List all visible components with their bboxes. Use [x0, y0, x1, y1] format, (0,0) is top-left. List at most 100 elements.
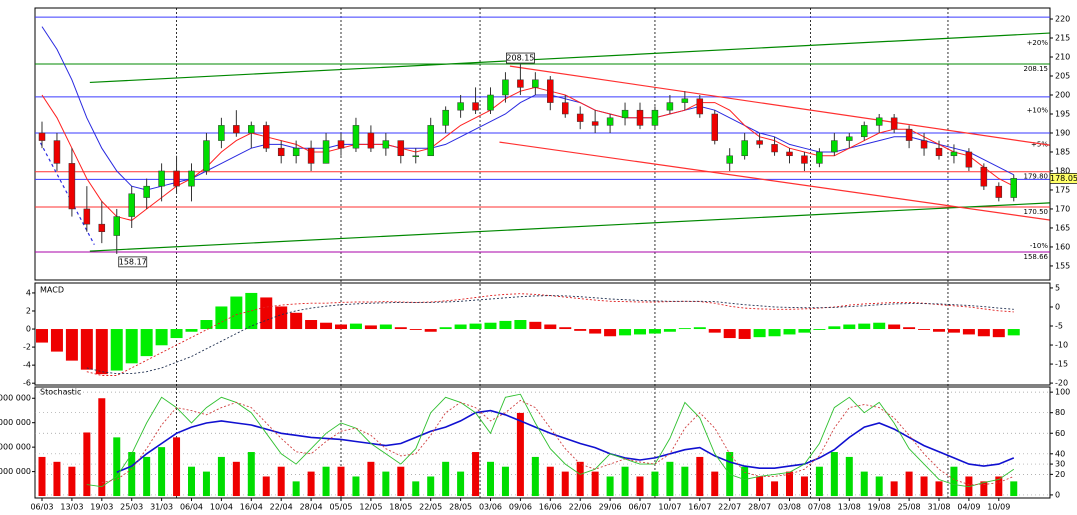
y-tick-label: 0 — [1055, 302, 1060, 311]
y-tick-label: 215 — [1055, 34, 1070, 43]
x-tick-label: 28/07 — [748, 503, 771, 512]
volume-bar — [352, 476, 360, 497]
y-tick-label: -6 — [23, 379, 31, 388]
x-tick-label: 22/04 — [270, 503, 293, 512]
histogram-bar — [544, 324, 557, 330]
stochastic-line — [86, 393, 1015, 488]
histogram-bar — [783, 329, 796, 335]
histogram-bar — [738, 329, 751, 339]
candle-body — [726, 155, 733, 164]
volume-bar — [98, 398, 106, 497]
histogram-bar — [992, 329, 1005, 338]
candle-body — [1010, 178, 1017, 198]
volume-bar — [711, 471, 719, 497]
candle-body — [53, 140, 61, 164]
volume-bar — [561, 471, 569, 497]
candle-body — [218, 125, 225, 141]
volume-bar — [905, 471, 913, 497]
volume-bar — [501, 466, 509, 497]
y-tick-label: 20 — [1055, 470, 1065, 479]
y-tick-label: 0 — [1055, 490, 1060, 499]
histogram-bar — [962, 329, 975, 335]
volume-bar — [262, 476, 270, 497]
x-tick-label: 04/09 — [957, 503, 980, 512]
y-tick-label: 220 — [1055, 15, 1070, 24]
candle-body — [741, 140, 748, 157]
y-tick-label: 2 — [26, 306, 31, 315]
level-label: 208.15 — [1024, 65, 1049, 73]
histogram-bar — [275, 306, 288, 330]
y-tick-label: 155 — [1055, 261, 1070, 270]
volume-bar — [38, 456, 46, 497]
x-tick-label: 07/08 — [808, 503, 831, 512]
histogram-bar — [484, 322, 497, 330]
histogram-bar — [663, 329, 676, 332]
percent-label: +20% — [1027, 39, 1049, 47]
candle-body — [502, 79, 509, 96]
candle-body — [651, 109, 659, 126]
volume-bar — [247, 452, 255, 497]
candle-body — [681, 98, 689, 103]
y-tick-label: 175 — [1055, 185, 1070, 194]
volume-bar — [337, 466, 345, 497]
panel-title: MACD — [40, 286, 64, 295]
x-tick-label: 22/06 — [569, 503, 592, 512]
volume-bar — [681, 466, 689, 497]
histogram-bar — [723, 329, 736, 339]
trend-line — [39, 142, 95, 245]
callout-label: 178.05 — [1050, 174, 1077, 183]
histogram-bar — [230, 296, 243, 330]
volume-bar — [412, 481, 420, 497]
candle-body — [636, 109, 644, 126]
candle-body — [532, 79, 539, 88]
volume-bar — [173, 437, 181, 497]
x-tick-label: 19/08 — [868, 503, 891, 512]
histogram-bar — [589, 329, 602, 334]
volume-bar — [367, 461, 375, 497]
volume-bar — [1010, 481, 1018, 497]
histogram-bar — [574, 329, 587, 331]
candle-body — [38, 132, 46, 141]
histogram-bar — [320, 322, 333, 330]
volume-bar — [442, 461, 450, 497]
histogram-bar — [918, 329, 931, 330]
histogram-bar — [514, 320, 527, 330]
x-tick-label: 25/03 — [120, 503, 143, 512]
volume-panel — [34, 386, 1051, 499]
volume-bar — [382, 471, 390, 497]
histogram-bar — [559, 327, 572, 330]
level-label: 170.50 — [1024, 208, 1049, 216]
volume-bar — [860, 471, 868, 497]
histogram-bar — [50, 329, 63, 352]
histogram-bar — [947, 329, 960, 333]
volume-bar — [666, 461, 674, 497]
candle-body — [980, 166, 988, 187]
candle-body — [935, 147, 943, 157]
volume-bar — [516, 412, 524, 497]
candle-body — [233, 125, 240, 134]
volume-bar — [845, 456, 853, 497]
volume-bar — [487, 461, 494, 497]
histogram-bar — [364, 325, 377, 330]
volume-bar — [546, 466, 554, 497]
x-tick-label: 05/05 — [329, 503, 352, 512]
candle-body — [965, 151, 973, 168]
stochastic-line — [101, 399, 1014, 486]
volume-bar — [322, 466, 330, 497]
callout-box — [1049, 173, 1077, 184]
histogram-bar — [170, 329, 183, 339]
histogram-bar — [36, 329, 48, 343]
candle-body — [412, 155, 419, 158]
volume-bar — [277, 466, 285, 497]
x-tick-label: 10/07 — [658, 503, 681, 512]
candle-body — [621, 109, 629, 119]
histogram-bar — [95, 329, 108, 375]
percent-label: +5% — [1031, 141, 1048, 149]
volume-bar — [292, 481, 300, 497]
trend-line — [499, 141, 1050, 221]
histogram-bar — [409, 329, 422, 330]
histogram-bar — [335, 324, 347, 330]
volume-bar — [83, 432, 91, 497]
